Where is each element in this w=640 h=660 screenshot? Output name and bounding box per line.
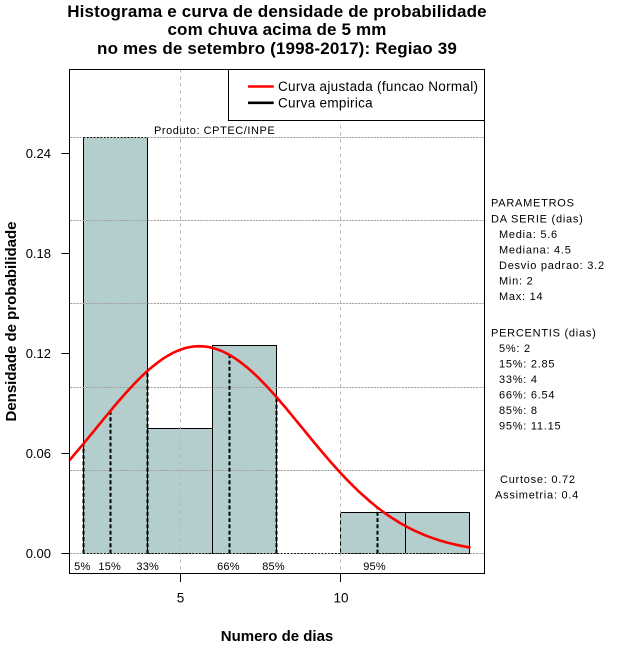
svg-text:Mediana: 4.5: Mediana: 4.5 [499, 245, 572, 257]
svg-text:Max: 14: Max: 14 [499, 291, 543, 303]
svg-text:Curva ajustada (funcao Normal): Curva ajustada (funcao Normal) [278, 79, 478, 94]
svg-text:Min: 2: Min: 2 [499, 276, 533, 288]
svg-text:PERCENTIS (dias): PERCENTIS (dias) [491, 328, 597, 340]
svg-text:0.06: 0.06 [26, 446, 51, 461]
svg-text:5%: 5% [74, 561, 90, 573]
svg-text:0.24: 0.24 [26, 146, 51, 161]
svg-text:33%: 4: 33%: 4 [499, 374, 538, 386]
svg-text:DA SERIE (dias): DA SERIE (dias) [491, 214, 584, 226]
svg-text:0.12: 0.12 [26, 346, 51, 361]
svg-text:66%: 66% [217, 561, 240, 573]
svg-text:15%: 15% [98, 561, 121, 573]
svg-text:5: 5 [177, 591, 185, 606]
svg-text:15%: 2.85: 15%: 2.85 [499, 359, 555, 371]
svg-text:Histograma e curva de densidad: Histograma e curva de densidade de proba… [67, 2, 487, 21]
svg-text:Curva empirica: Curva empirica [278, 95, 373, 110]
svg-text:95%: 95% [363, 561, 386, 573]
svg-text:PARAMETROS: PARAMETROS [491, 198, 575, 210]
svg-text:85%: 8: 85%: 8 [499, 405, 538, 417]
svg-text:0.00: 0.00 [26, 546, 51, 561]
svg-text:Desvio padrao: 3.2: Desvio padrao: 3.2 [499, 260, 605, 272]
svg-text:Produto: CPTEC/INPE: Produto: CPTEC/INPE [154, 125, 275, 137]
svg-text:com chuva acima de 5 mm: com chuva acima de 5 mm [167, 20, 386, 39]
svg-text:Numero de dias: Numero de dias [221, 628, 334, 645]
svg-text:10: 10 [333, 591, 348, 606]
svg-text:95%: 11.15: 95%: 11.15 [499, 421, 561, 433]
svg-text:Media: 5.6: Media: 5.6 [499, 229, 558, 241]
svg-text:Curtose: 0.72: Curtose: 0.72 [500, 474, 576, 486]
svg-text:no mes de setembro (1998-2017): no mes de setembro (1998-2017): Regiao 3… [97, 39, 457, 58]
svg-text:Assimetria: 0.4: Assimetria: 0.4 [495, 490, 579, 502]
svg-text:Densidade de probabilidade: Densidade de probabilidade [3, 221, 20, 421]
svg-text:85%: 85% [262, 561, 285, 573]
svg-text:0.18: 0.18 [26, 246, 51, 261]
svg-text:5%: 2: 5%: 2 [499, 343, 531, 355]
svg-text:33%: 33% [136, 561, 159, 573]
svg-text:66%: 6.54: 66%: 6.54 [499, 390, 555, 402]
